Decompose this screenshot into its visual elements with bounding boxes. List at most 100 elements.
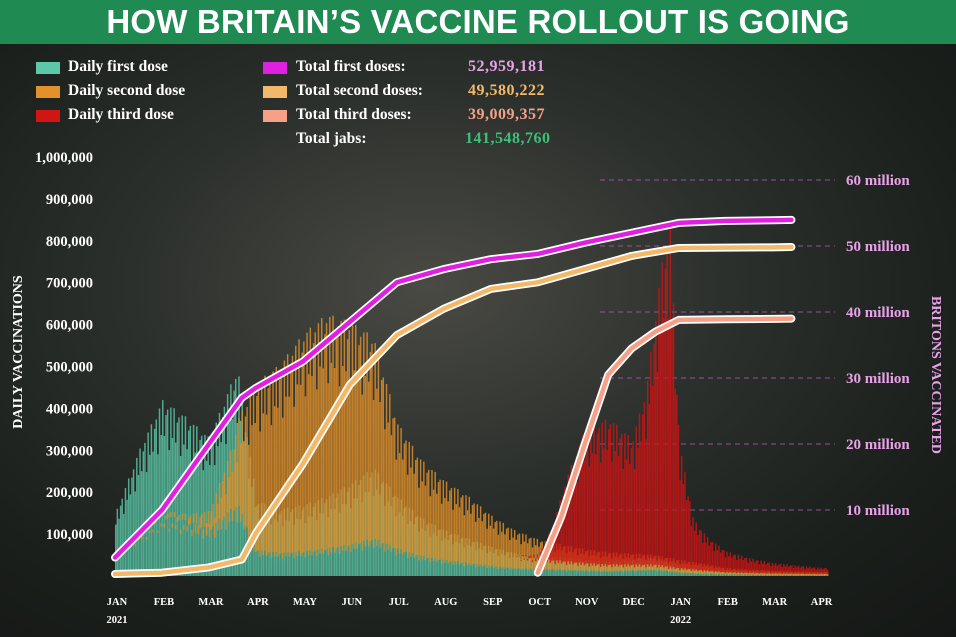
bar-second <box>517 534 519 569</box>
bar-third <box>771 562 774 574</box>
bar-second <box>499 521 501 567</box>
bar-first <box>124 487 127 576</box>
bar-third <box>583 460 586 566</box>
bar-third <box>755 560 758 574</box>
bar-second <box>416 457 419 556</box>
bar-third <box>760 560 762 574</box>
bar-second <box>226 460 229 513</box>
bar-third <box>770 565 772 575</box>
bar-third <box>653 343 655 566</box>
bar-third <box>766 562 769 574</box>
bar-second <box>186 526 188 532</box>
bar-third <box>690 525 693 571</box>
bar-first <box>144 442 146 576</box>
bar-second <box>192 513 195 524</box>
bar-third <box>533 554 535 558</box>
bar-second <box>518 533 521 569</box>
bar-second <box>471 505 474 565</box>
bar-third <box>609 424 612 565</box>
bar-third <box>666 247 668 567</box>
bar-third <box>578 445 581 563</box>
bar-third <box>632 441 634 565</box>
bar-third <box>612 423 615 565</box>
bar-second <box>251 425 253 545</box>
bar-third <box>703 533 706 571</box>
bar-second <box>218 482 221 519</box>
bar-second <box>374 343 376 539</box>
bar-second <box>337 326 339 548</box>
bar-third <box>569 488 571 565</box>
bar-third <box>572 483 574 565</box>
bar-second <box>343 319 346 545</box>
bar-second <box>353 370 355 549</box>
bar-first <box>121 498 123 576</box>
bar-third <box>669 229 672 567</box>
bar-third <box>713 550 715 573</box>
bar-second <box>380 379 383 544</box>
bar-first <box>155 419 158 576</box>
bar-second <box>491 515 493 566</box>
bar-second <box>145 536 148 540</box>
bar-second <box>170 512 172 518</box>
bar-third <box>535 558 537 562</box>
bar-third <box>560 510 563 564</box>
bar-first <box>116 508 119 576</box>
bar-second <box>424 485 427 561</box>
bar-third <box>624 433 626 565</box>
bar-first <box>127 478 130 576</box>
y-tick-label: 700,000 <box>46 276 93 292</box>
bar-third <box>762 563 764 574</box>
bar-first <box>178 417 180 576</box>
bar-second <box>366 332 368 540</box>
bar-third <box>763 561 766 574</box>
y2-axis-label: BRITONS VACCINATED <box>928 296 943 454</box>
bar-third <box>607 429 610 566</box>
bar-third <box>656 371 659 568</box>
bar-first <box>153 428 156 576</box>
bar-second <box>476 504 479 565</box>
x-tick-label: OCT <box>528 597 551 608</box>
bar-second <box>406 474 409 558</box>
bar-third <box>695 522 698 570</box>
bar-second <box>152 529 154 533</box>
bar-third <box>591 452 594 566</box>
x-tick-label: FEB <box>154 597 174 608</box>
bar-third <box>823 568 826 575</box>
bar-third <box>789 565 792 574</box>
bar-first <box>205 460 208 576</box>
bar-second <box>134 544 136 547</box>
bar-second <box>157 530 159 534</box>
bar-third <box>580 464 582 565</box>
x-tick-label: JAN <box>670 597 691 608</box>
bar-third <box>776 565 779 574</box>
bar-first <box>207 436 209 576</box>
bar-first <box>126 499 128 576</box>
bar-second <box>505 528 508 568</box>
bar-second <box>361 394 363 551</box>
bar-second <box>463 515 466 566</box>
legend-swatch-second-dose <box>36 86 60 98</box>
bar-third <box>520 560 522 562</box>
bar-second <box>338 386 341 554</box>
bar-second <box>364 376 367 547</box>
bar-second <box>536 538 539 569</box>
bar-second <box>440 503 443 564</box>
bar-first <box>200 435 203 576</box>
bar-second <box>442 480 445 560</box>
bar-third <box>708 545 710 572</box>
bar-second <box>492 528 495 568</box>
bar-third <box>617 455 620 567</box>
bar-first <box>209 465 211 576</box>
bar-second <box>355 324 357 543</box>
bar-second <box>267 387 269 553</box>
bar-second <box>288 396 290 557</box>
bar-second <box>432 489 435 562</box>
line-total-second <box>112 244 794 577</box>
legend-value-total-second: 49,580,222 <box>468 82 545 99</box>
legend-label-total-jabs: Total jabs: <box>296 130 367 147</box>
y2-tick-label: 40 million <box>846 305 910 321</box>
bar-third <box>596 434 599 565</box>
bar-second <box>309 327 312 551</box>
bar-second <box>376 388 378 546</box>
